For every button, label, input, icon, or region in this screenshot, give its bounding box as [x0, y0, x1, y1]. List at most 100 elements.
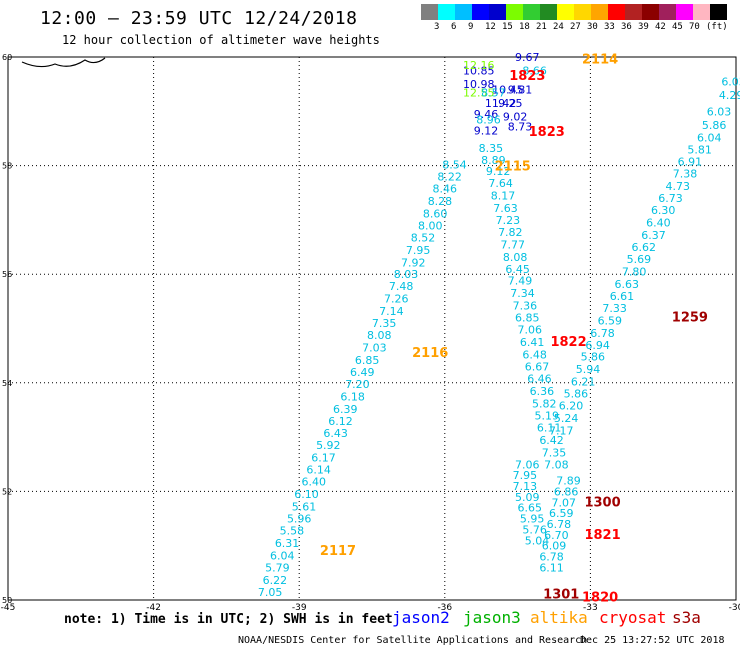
wave-height-label: 6.17: [311, 452, 336, 465]
x-tick-label: -42: [146, 603, 161, 613]
wave-height-label: 7.13: [513, 480, 538, 493]
pass-time-label: 2117: [320, 544, 356, 559]
colorbar-label: 12: [485, 22, 496, 32]
wave-height-label: 6.21: [571, 376, 596, 389]
colorbar-label: 39: [638, 22, 649, 32]
wave-height-label: 5.82: [532, 397, 557, 410]
colorbar-label: 70: [689, 22, 700, 32]
wave-height-label: 8.03: [394, 268, 419, 281]
wave-height-label: 7.77: [500, 238, 525, 251]
wave-height-label: 4.29: [719, 89, 740, 102]
wave-height-label: 7.20: [345, 378, 370, 391]
colorbar-swatch: [438, 4, 455, 20]
wave-height-label: 7.82: [498, 226, 523, 239]
wave-height-label: 5.24: [554, 412, 579, 425]
wave-height-label: 8.00: [418, 219, 443, 232]
wave-height-label: 6.41: [520, 336, 545, 349]
wave-height-label: 8.17: [491, 189, 516, 202]
wave-height-label: 7.07: [551, 496, 576, 509]
pass-time-label: 2115: [495, 160, 531, 175]
wave-height-label: 7.35: [542, 446, 567, 459]
wave-height-label: 7.64: [488, 177, 513, 190]
wave-height-label: 6.86: [554, 485, 579, 498]
wave-height-label: 7.89: [556, 475, 581, 488]
colorbar-swatch: [523, 4, 540, 20]
wave-height-label: 6.48: [522, 349, 547, 362]
colorbar-swatch: [489, 4, 506, 20]
wave-height-label: 5.79: [265, 561, 290, 574]
note-text: note: 1) Time is in UTC; 2) SWH is in fe…: [64, 612, 393, 627]
colorbar-swatch: [574, 4, 591, 20]
x-tick-label: -39: [292, 603, 307, 613]
wave-height-label: 7.06: [515, 458, 540, 471]
wave-height-label: 6.59: [549, 507, 574, 520]
colorbar-swatch: [710, 4, 727, 20]
wave-height-label: 5.86: [702, 119, 727, 132]
wave-height-label: 6.10: [294, 488, 319, 501]
footer-timestamp: Dec 25 13:27:52 UTC 2018: [580, 635, 725, 646]
wave-height-label: 5.19: [534, 409, 559, 422]
colorbar-swatch: [506, 4, 523, 20]
wave-height-label: 9.46: [474, 108, 499, 121]
colorbar-swatch: [608, 4, 625, 20]
wave-height-label: 6.85: [515, 312, 540, 325]
wave-height-label: 8.60: [423, 207, 448, 220]
colorbar-label: 30: [587, 22, 598, 32]
legend-cryosat: cryosat: [599, 608, 667, 627]
wave-height-label: 5.58: [280, 524, 305, 537]
wave-height-label: 6.61: [610, 290, 635, 303]
wave-height-label: 6.09: [542, 540, 567, 553]
colorbar-swatch: [557, 4, 574, 20]
wave-height-label: 6.94: [585, 339, 610, 352]
wave-height-label: 7.17: [549, 425, 574, 438]
colorbar-swatch: [591, 4, 608, 20]
wave-height-label: 6.67: [525, 361, 550, 374]
wave-height-label: 6.20: [559, 400, 584, 413]
wave-height-label: 6.03: [721, 75, 740, 88]
wave-height-label: 6.78: [547, 518, 572, 531]
x-tick-label: -33: [583, 603, 598, 613]
pass-time-label: 1822: [550, 335, 586, 350]
wave-height-label: 6.11: [539, 561, 564, 574]
wave-height-label: 7.95: [406, 244, 431, 257]
legend-jason3: jason3: [463, 608, 521, 627]
legend-s3a: s3a: [672, 608, 701, 627]
wave-height-label: 7.33: [602, 302, 627, 315]
wave-height-label: 6.11: [537, 421, 562, 434]
colorbar-label: 33: [604, 22, 615, 32]
wave-height-label: 5.86: [581, 351, 606, 364]
chart-title: 12:00 – 23:59 UTC 12/24/2018: [40, 8, 358, 29]
y-tick-label: 52: [2, 487, 12, 496]
wave-height-label: 6.22: [263, 574, 288, 587]
wave-height-label: 8.28: [428, 195, 453, 208]
wave-height-label: 6.40: [646, 217, 671, 230]
colorbar-label: 9: [468, 22, 474, 32]
wave-height-label: 6.70: [544, 529, 569, 542]
x-tick-label: -36: [437, 603, 452, 613]
legend-jason2: jason2: [392, 608, 450, 627]
colorbar-swatch: [642, 4, 659, 20]
colorbar-swatch: [421, 4, 438, 20]
wave-height-label: 6.85: [355, 354, 380, 367]
wave-height-label: 6.49: [350, 366, 375, 379]
x-tick-label: -45: [1, 603, 16, 613]
wave-height-label: 6.39: [333, 403, 358, 416]
colorbar-label: 24: [553, 22, 564, 32]
wave-height-label: 5.09: [515, 491, 540, 504]
colorbar-label: 42: [655, 22, 666, 32]
pass-time-label: 1823: [509, 69, 545, 84]
wave-height-label: 7.38: [673, 168, 698, 181]
wave-height-label: 8.89: [481, 154, 506, 167]
wave-height-label: 8.08: [367, 329, 392, 342]
footer-credit: NOAA/NESDIS Center for Satellite Applica…: [238, 635, 588, 646]
colorbar-swatch: [676, 4, 693, 20]
wave-height-label: 6.42: [539, 434, 564, 447]
wave-height-label: 9.81: [508, 84, 533, 97]
colorbar-label: 21: [536, 22, 547, 32]
wave-height-label: 8.96: [476, 113, 501, 126]
wave-height-label: 6.04: [270, 549, 295, 562]
wave-height-label: 9.02: [503, 111, 528, 124]
wave-height-label: 6.46: [527, 372, 552, 385]
wave-height-label: 5.76: [522, 523, 547, 536]
